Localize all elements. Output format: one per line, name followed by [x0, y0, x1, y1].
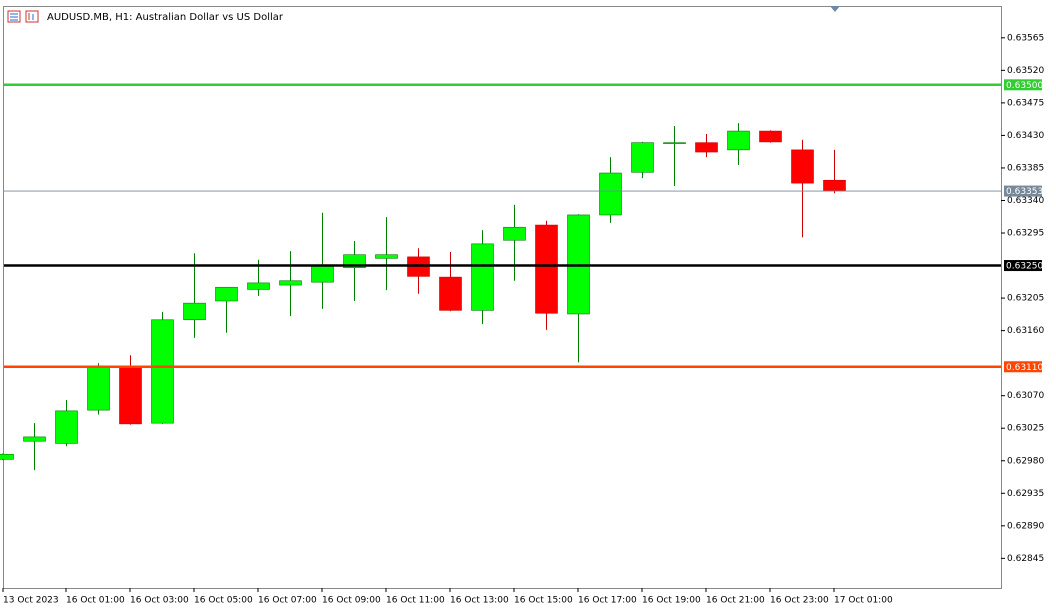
level-label: 0.63250 — [1006, 262, 1043, 272]
x-tick-label: 16 Oct 07:00 — [258, 596, 317, 606]
candle-body — [823, 179, 846, 192]
candle-body — [311, 265, 334, 283]
level-label-box — [1004, 185, 1042, 197]
y-tick-label: 0.63205 — [1007, 294, 1044, 304]
candle-body — [0, 453, 14, 460]
y-tick-label: 0.62935 — [1007, 489, 1044, 499]
candle-body — [375, 254, 398, 259]
candle-body — [119, 366, 142, 425]
y-tick-label: 0.63475 — [1007, 98, 1044, 108]
candle-body — [695, 142, 718, 153]
candle-body — [215, 286, 238, 302]
x-tick-label: 16 Oct 21:00 — [706, 596, 765, 606]
x-tick-label: 16 Oct 15:00 — [514, 596, 573, 606]
level-label-box — [1004, 79, 1042, 91]
x-tick-label: 16 Oct 03:00 — [130, 596, 189, 606]
candle-body — [727, 130, 750, 151]
y-tick-label: 0.63025 — [1007, 424, 1044, 434]
y-tick-label: 0.62890 — [1007, 521, 1044, 531]
y-tick-label: 0.63160 — [1007, 326, 1044, 336]
y-tick-label: 0.63385 — [1007, 163, 1044, 173]
y-tick-label: 0.63070 — [1007, 391, 1044, 401]
candle-body — [87, 366, 110, 411]
title-icons — [7, 10, 39, 23]
candle-body — [791, 149, 814, 184]
shift-marker — [830, 6, 840, 12]
candle-body — [631, 142, 654, 173]
candle-body — [23, 436, 46, 442]
candle-body — [55, 410, 78, 444]
x-tick-label: 16 Oct 13:00 — [450, 596, 509, 606]
x-tick-label: 17 Oct 01:00 — [834, 596, 893, 606]
y-tick-label: 0.63565 — [1007, 33, 1044, 43]
y-tick-label: 0.63295 — [1007, 229, 1044, 239]
candle-body — [535, 224, 558, 314]
candle-body — [663, 142, 686, 144]
candle-body — [759, 130, 782, 143]
x-tick-label: 13 Oct 2023 — [3, 596, 59, 606]
candle-body — [151, 319, 174, 424]
y-tick-label: 0.63520 — [1007, 66, 1044, 76]
candle-body — [183, 302, 206, 321]
x-tick-label: 16 Oct 19:00 — [642, 596, 701, 606]
x-tick-label: 16 Oct 17:00 — [578, 596, 637, 606]
x-tick-label: 16 Oct 09:00 — [322, 596, 381, 606]
candle-body — [279, 280, 302, 286]
plot-frame — [3, 6, 1002, 589]
candle-body — [599, 172, 622, 216]
level-label: 0.63110 — [1006, 363, 1043, 373]
candle-body — [471, 243, 494, 311]
candle-body — [439, 276, 462, 311]
y-tick-label: 0.62980 — [1007, 456, 1044, 466]
x-tick-label: 16 Oct 01:00 — [66, 596, 125, 606]
level-label-box — [1004, 361, 1042, 373]
x-tick-label: 16 Oct 11:00 — [386, 596, 445, 606]
chart-title: AUDUSD.MB, H1: Australian Dollar vs US D… — [47, 12, 284, 23]
level-label: 0.63353 — [1006, 187, 1043, 197]
y-tick-label: 0.62845 — [1007, 554, 1044, 564]
y-tick-label: 0.63430 — [1007, 131, 1044, 141]
candle-body — [247, 282, 270, 290]
candle-body — [503, 226, 526, 241]
x-tick-label: 16 Oct 05:00 — [194, 596, 253, 606]
level-label: 0.63500 — [1006, 81, 1043, 91]
y-tick-label: 0.63340 — [1007, 196, 1044, 206]
level-label-box — [1004, 260, 1042, 272]
x-tick-label: 16 Oct 23:00 — [770, 596, 829, 606]
